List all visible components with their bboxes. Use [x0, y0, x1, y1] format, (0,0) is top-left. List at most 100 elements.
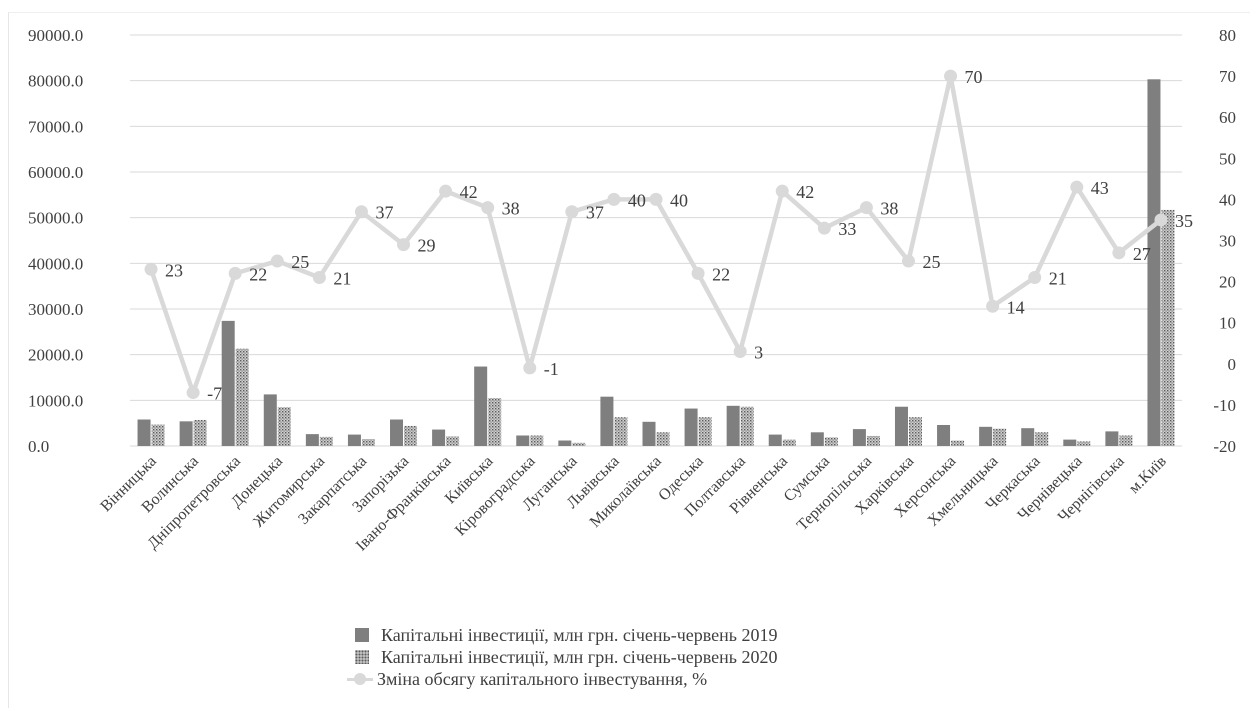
line-data-label: 42: [796, 182, 814, 202]
left-tick-label: 60000.0: [28, 163, 83, 182]
bar-2020: [656, 432, 670, 446]
bar-2020: [1035, 432, 1049, 446]
line-marker: [817, 221, 831, 235]
gridlines: [130, 34, 1182, 447]
line-data-label: 21: [333, 268, 351, 288]
right-tick-label: 50: [1219, 149, 1236, 168]
line-data-label: 25: [291, 252, 309, 272]
bar-2020: [151, 424, 165, 446]
bar-2019: [642, 421, 656, 446]
line-marker: [354, 205, 368, 219]
right-tick-label: -20: [1213, 437, 1236, 456]
bar-2020: [1119, 435, 1133, 446]
bar-2019: [347, 434, 361, 446]
line-data-label: 27: [1133, 244, 1151, 264]
chart-frame: [8, 12, 1250, 708]
bar-2020: [404, 425, 418, 446]
legend-label-change: Зміна обсягу капітального інвестування, …: [377, 669, 708, 689]
bar-2019: [1063, 439, 1077, 446]
bar-2019: [1105, 431, 1119, 446]
bar-2019: [600, 396, 614, 446]
line-data-label: -1: [544, 359, 559, 379]
line-data-label: 40: [670, 190, 688, 210]
line-marker: [733, 344, 747, 358]
bar-2020: [740, 406, 754, 446]
bar-2019: [305, 434, 319, 446]
legend-label-2019: Капітальні інвестиції, млн грн. січень-ч…: [381, 625, 778, 645]
bar-2020: [1161, 209, 1175, 446]
bar-2020: [319, 436, 333, 446]
left-tick-label: 30000.0: [28, 300, 83, 319]
legend-item-2019: Капітальні інвестиції, млн грн. січень-ч…: [355, 624, 777, 646]
line-marker: [312, 270, 326, 284]
right-tick-label: -10: [1213, 396, 1236, 415]
line-marker: [1070, 180, 1084, 194]
left-tick-label: 10000.0: [28, 391, 83, 410]
line-data-label: 23: [165, 260, 183, 280]
line-marker: [186, 386, 200, 400]
right-tick-label: 40: [1219, 190, 1236, 209]
legend-label-2020: Капітальні інвестиції, млн грн. січень-ч…: [381, 647, 778, 667]
bar-2020: [824, 437, 838, 446]
bar-2020: [614, 417, 628, 446]
line-data-label: 38: [880, 199, 898, 219]
line-marker: [1112, 246, 1126, 260]
line-marker: [775, 184, 789, 198]
line-data-label: 43: [1091, 178, 1109, 198]
right-tick-label: 20: [1219, 273, 1236, 292]
right-tick-label: 0: [1228, 355, 1237, 374]
line-data-label: 3: [754, 342, 763, 362]
bar-2020: [277, 407, 291, 446]
line-data-label: 22: [249, 264, 267, 284]
line-data-labels: 23 -7 22 25 21 37 29 42 38 -1 37 40 40 22 3 42 33 38 25 70 1…: [165, 67, 1193, 403]
bar-2019: [516, 435, 530, 446]
legend-swatch-2020: [355, 650, 369, 664]
line-data-label: 14: [1007, 297, 1025, 317]
line-marker: [859, 201, 873, 215]
bar-2019: [221, 320, 235, 446]
line-marker: [691, 266, 705, 280]
line-marker: [944, 69, 958, 83]
change-line: [144, 69, 1168, 400]
bar-2020: [866, 435, 880, 446]
line-marker: [986, 299, 1000, 313]
category-labels: ВінницькаВолинськаДніпропетровськаДонець…: [97, 452, 1170, 554]
line-data-label: 35: [1175, 211, 1193, 231]
bar-2020: [361, 439, 375, 446]
line-data-label: 42: [460, 182, 478, 202]
legend-swatch-line: [347, 672, 373, 686]
bar-2020: [698, 417, 712, 446]
line-marker: [607, 192, 621, 206]
right-tick-label: 30: [1219, 232, 1236, 251]
line-marker: [144, 262, 158, 276]
line-marker: [565, 205, 579, 219]
line-data-label: 25: [922, 252, 940, 272]
bar-2019: [894, 406, 908, 446]
bar-2020: [235, 348, 249, 446]
line-data-label: 38: [502, 199, 520, 219]
line-data-label: 33: [838, 219, 856, 239]
line-marker: [1028, 270, 1042, 284]
legend: Капітальні інвестиції, млн грн. січень-ч…: [347, 624, 778, 690]
line-data-label: 37: [375, 203, 393, 223]
bar-2019: [1021, 428, 1035, 446]
left-tick-label: 90000.0: [28, 26, 83, 45]
line-marker: [439, 184, 453, 198]
line-data-label: -7: [207, 384, 222, 404]
bar-2019: [1147, 79, 1161, 447]
category-label: м.Київ: [1126, 452, 1170, 496]
bar-2020: [993, 428, 1007, 446]
bar-2020: [782, 439, 796, 446]
left-tick-label: 70000.0: [28, 117, 83, 136]
bar-2020: [908, 417, 922, 446]
line-marker: [649, 192, 663, 206]
bar-2019: [852, 429, 866, 446]
bar-2020: [193, 419, 207, 446]
line-data-label: 37: [586, 203, 604, 223]
left-tick-label: 0.0: [28, 437, 49, 456]
bar-2020: [488, 398, 502, 446]
left-tick-label: 80000.0: [28, 72, 83, 91]
right-tick-label: 10: [1219, 314, 1236, 333]
right-tick-label: 80: [1219, 26, 1236, 45]
